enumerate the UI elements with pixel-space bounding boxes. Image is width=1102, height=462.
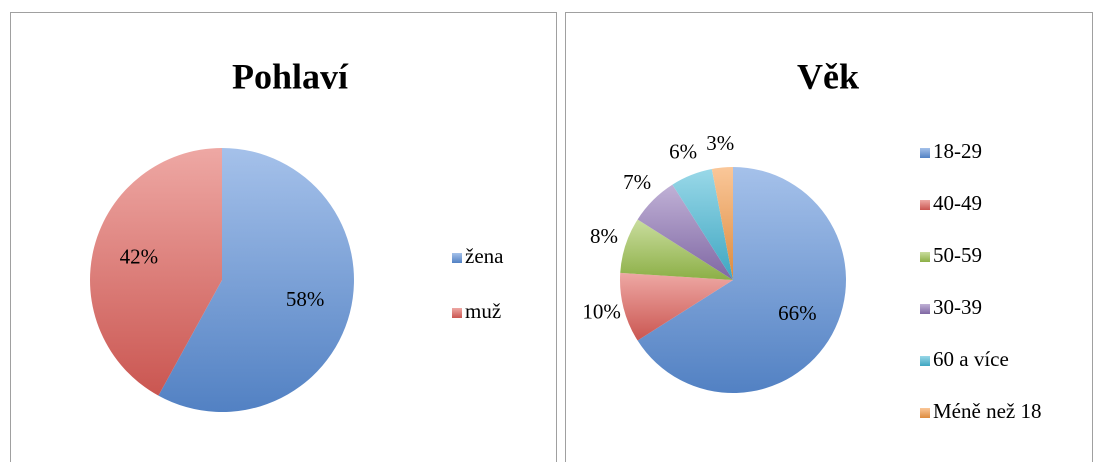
legend-swatch xyxy=(920,148,930,158)
pie-slice xyxy=(711,167,733,280)
legend-swatch xyxy=(920,356,930,366)
data-label: 58% xyxy=(286,287,325,311)
pie-slice xyxy=(637,167,847,394)
legend-label: 18-29 xyxy=(933,139,982,163)
data-label: 10% xyxy=(582,300,621,324)
data-label: 6% xyxy=(669,140,697,164)
legend-label: 60 a více xyxy=(933,347,1009,371)
legend-swatch xyxy=(452,308,462,318)
legend-label: 50-59 xyxy=(933,243,982,267)
pie-slice xyxy=(672,169,733,280)
chart-title: Věk xyxy=(797,56,859,96)
legend-swatch xyxy=(920,304,930,314)
chart-title: Pohlaví xyxy=(232,56,349,96)
data-label: 66% xyxy=(778,301,817,325)
pie-slice xyxy=(89,148,222,396)
pie-slice xyxy=(619,272,733,341)
legend-label: 30-39 xyxy=(933,295,982,319)
data-label: 3% xyxy=(706,131,734,155)
legend-label: muž xyxy=(465,299,501,323)
legend-swatch xyxy=(920,408,930,418)
legend-swatch xyxy=(920,200,930,210)
legend-swatch xyxy=(452,253,462,263)
data-label: 42% xyxy=(120,244,159,268)
data-label: 7% xyxy=(623,170,651,194)
legend-label: 40-49 xyxy=(933,191,982,215)
legend-swatch xyxy=(920,252,930,262)
legend-label: Méně než 18 xyxy=(933,399,1041,423)
pie-slice xyxy=(158,148,354,412)
pie-slice xyxy=(637,184,733,280)
data-label: 8% xyxy=(590,224,618,248)
legend-label: žena xyxy=(465,244,504,268)
pie-slice xyxy=(620,219,733,280)
